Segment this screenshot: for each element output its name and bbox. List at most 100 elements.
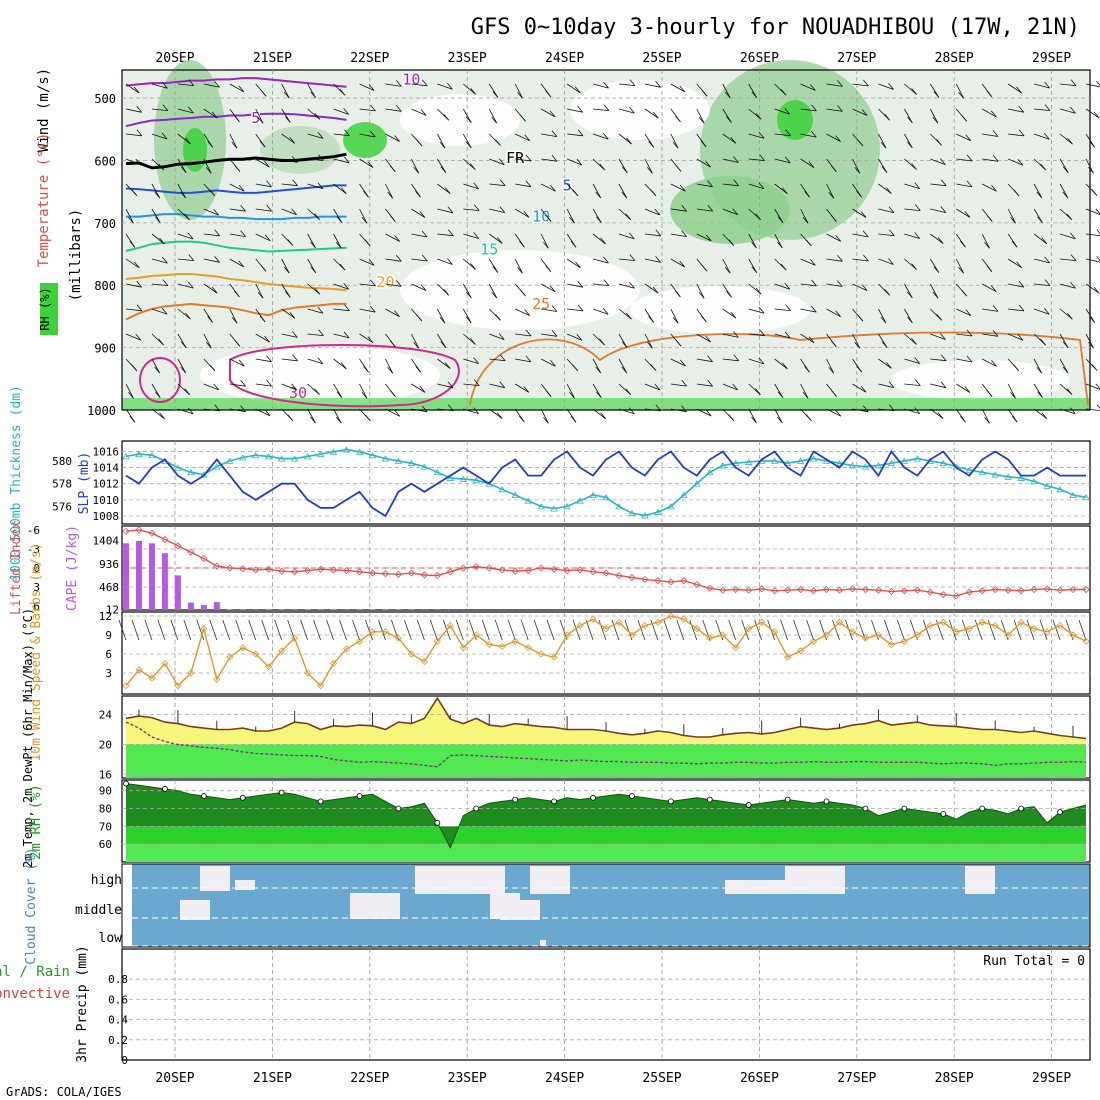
thickness-point [135,450,143,457]
wind-barb-flag [940,381,947,388]
thickness-point [290,455,299,462]
wind-barb [1007,383,1016,399]
surface-wind-barb [922,619,931,641]
cape-tick-label: 1404 [93,535,120,548]
wind-barb-flag [162,279,169,286]
wind-barb-flag [835,135,841,142]
wind-barb [592,408,606,420]
wind-barb-flag [856,190,862,198]
wind-barb-flag [363,190,369,198]
wind-barb [489,333,505,340]
wind-barb-flag [705,335,711,343]
wind-barb [1007,83,1022,94]
wind-barb-flag [135,158,142,166]
wind-barb-flag [440,341,447,348]
wind-barb-flag [1095,208,1100,215]
wind-barb [151,83,168,89]
wind-barb [956,133,971,142]
wind-barb [878,383,895,388]
thickness-point [174,464,182,471]
wind-barb-flag [447,229,454,236]
wind-barb [333,233,342,249]
wind-barb-flag [214,80,220,88]
surface-wind-barb [987,619,996,641]
lifted-index-point [148,529,156,537]
bottom-date-label: 28SEP [935,1071,974,1086]
lifted-index-tick-label: -6 [27,524,40,537]
wind-barb [826,283,843,287]
wind-barb-flag [1037,216,1043,223]
wind-barb-flag [240,379,246,387]
wind-barb-flag [421,405,428,413]
lifted-index-point [1017,587,1025,595]
wind-barb-flag [991,185,997,192]
pressure-tick-label: 800 [94,279,116,293]
wind-barb [696,158,711,168]
wind-barb-flag [828,192,835,199]
surface-wind-barb [897,619,905,641]
wind-barb [541,158,558,162]
wind-barb [1008,158,1024,166]
wind-barb [177,283,194,289]
rh-band-below-60 [126,844,1086,862]
wind-barb-flag [986,215,993,222]
wind-barb-flag [394,410,401,417]
wind-barb-flag [525,154,532,162]
wind-barb-flag [1096,81,1100,87]
surface-wind-barb [884,619,892,641]
wind-barb [566,208,575,224]
lifted-index-point [576,566,584,574]
wind-barb-flag [492,91,499,98]
rh-contour-shade [777,100,813,140]
panel-frame [121,440,1091,525]
wind-barb-flag [1041,237,1048,245]
wind-barb [592,208,602,223]
wind-barb-flag [394,235,400,242]
wind-barb [774,358,788,370]
wind-barb-flag [444,187,451,194]
wind-barb [696,233,712,242]
wind-barb [722,308,737,319]
rh-point [278,789,285,796]
wind-barb [151,408,165,420]
wind-barb [644,158,653,174]
wind-barb-flag [214,256,220,263]
lifted-index-point [1069,585,1077,594]
surface-wind-barb [598,619,607,641]
wind-barb-flag [369,130,376,138]
wind-barb-flag [543,242,549,249]
wind-barb [1085,383,1100,390]
wind-barb [385,408,400,417]
wind-barb-flag [698,116,705,124]
wind-barb-flag [1070,106,1076,114]
wind-barb-flag [733,179,740,187]
wind-speed-point [174,682,182,690]
wind-barb-flag [187,281,194,289]
wind-speed-point [265,663,273,671]
wind-speed-point [667,612,675,620]
wind-barb-flag [992,155,999,162]
wind-barb [956,183,973,188]
pressure-tick-label: 600 [94,154,116,168]
wind-barb-flag [646,166,653,174]
wind-barb-flag [857,314,864,322]
rh-band-60-70 [126,826,1086,845]
wind-speed-point [822,631,831,639]
wind-barb [281,183,298,187]
wind-barb-flag [205,341,212,349]
surface-wind-barb [728,619,737,641]
lifted-index-point [135,526,143,534]
wind-barb-flag [629,254,636,261]
lifted-index-point [278,567,286,575]
thickness-point [329,448,338,455]
thickness-point [316,450,325,457]
wind-barb [359,158,374,168]
wind-barb [852,258,869,262]
wind-barb-flag [628,407,635,415]
wind-barb-flag [415,190,421,198]
wind-barb-flag [314,287,321,295]
wind-barb [722,208,738,216]
wind-barb-flag [728,414,735,421]
lifted-index-point [913,586,921,594]
wind-barb-flag [911,163,917,170]
